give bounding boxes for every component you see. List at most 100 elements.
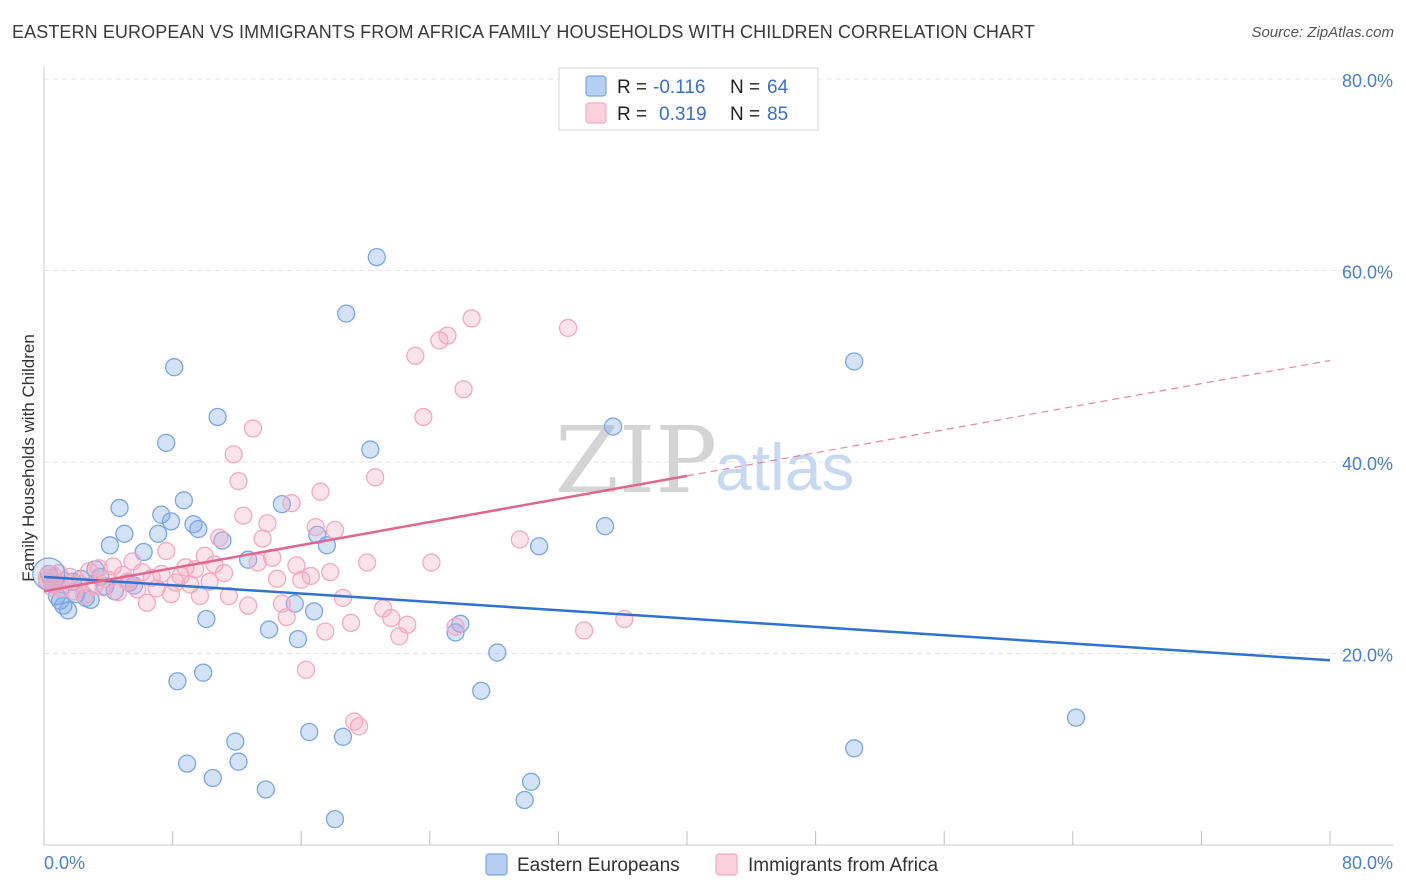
point-immigrants-africa: [200, 572, 219, 591]
legend-n-value-eastern: 64: [767, 77, 789, 98]
point-immigrants-africa: [414, 407, 433, 427]
point-eastern-europeans: [110, 498, 129, 518]
point-immigrants-africa: [277, 607, 296, 627]
point-immigrants-africa: [282, 494, 301, 513]
point-immigrants-africa: [341, 613, 361, 633]
point-immigrants-africa: [438, 326, 457, 345]
point-immigrants-africa: [311, 482, 330, 501]
y-tick-label: 40.0%: [1342, 454, 1393, 474]
point-eastern-europeans: [521, 772, 541, 791]
point-immigrants-africa: [558, 318, 578, 338]
point-immigrants-africa: [574, 621, 594, 640]
point-eastern-europeans: [148, 524, 168, 543]
point-immigrants-africa: [219, 586, 239, 606]
point-eastern-europeans: [157, 433, 176, 453]
point-immigrants-africa: [382, 608, 401, 628]
source-label: Source: ZipAtlas.com: [1251, 24, 1394, 41]
point-immigrants-africa: [398, 615, 417, 634]
point-eastern-europeans: [845, 739, 864, 758]
point-eastern-europeans: [197, 609, 216, 629]
point-immigrants-africa: [454, 380, 473, 399]
point-immigrants-africa: [316, 622, 335, 641]
trend-line-eastern-europeans: [43, 575, 1331, 662]
point-eastern-europeans: [603, 417, 623, 436]
point-immigrants-africa: [462, 309, 481, 328]
point-immigrants-africa: [422, 553, 441, 572]
point-immigrants-africa: [137, 593, 157, 612]
legend-swatch-eastern-europeans: [585, 75, 607, 97]
trend-line-immigrants-africa-extrapolated: [686, 359, 1331, 477]
trend-lines: [43, 359, 1331, 662]
point-immigrants-africa: [224, 445, 243, 464]
point-eastern-europeans: [177, 754, 197, 773]
point-immigrants-africa: [357, 553, 377, 572]
point-immigrants-africa: [234, 506, 253, 525]
point-eastern-europeans: [361, 440, 380, 459]
point-eastern-europeans: [300, 722, 319, 742]
point-immigrants-africa: [253, 529, 272, 548]
point-eastern-europeans: [446, 623, 465, 642]
point-immigrants-africa: [320, 562, 340, 582]
point-immigrants-africa: [258, 514, 277, 533]
point-eastern-europeans: [529, 537, 549, 556]
point-immigrants-africa: [292, 570, 311, 589]
point-immigrants-africa: [190, 586, 210, 606]
chart-title: EASTERN EUROPEAN VS IMMIGRANTS FROM AFRI…: [12, 22, 1035, 42]
point-eastern-europeans: [229, 752, 248, 771]
point-eastern-europeans: [333, 727, 353, 746]
y-tick-label: 80.0%: [1342, 71, 1393, 91]
bottom-legend-label-immigrants-africa: Immigrants from Africa: [748, 855, 938, 876]
point-eastern-europeans: [152, 505, 171, 524]
y-axis-title: Family Households with Children: [19, 334, 38, 582]
point-eastern-europeans: [259, 620, 279, 639]
legend-r-label-eastern: R =: [617, 77, 647, 98]
point-immigrants-africa: [128, 580, 147, 599]
series-legend: Eastern Europeans Immigrants from Africa: [485, 853, 938, 876]
legend-r-value-africa: 0.319: [659, 104, 707, 125]
point-eastern-europeans: [488, 643, 507, 662]
point-eastern-europeans: [367, 247, 386, 267]
point-immigrants-africa: [229, 471, 248, 491]
watermark: ZIP atlas: [555, 407, 854, 514]
point-eastern-europeans: [58, 601, 78, 620]
point-eastern-europeans: [472, 681, 491, 700]
y-tick-label: 60.0%: [1342, 263, 1393, 283]
point-immigrants-africa: [239, 596, 258, 615]
point-eastern-europeans: [165, 358, 184, 377]
legend-n-value-africa: 85: [767, 104, 788, 125]
point-eastern-europeans: [168, 672, 187, 691]
point-eastern-europeans: [304, 602, 324, 621]
point-eastern-europeans: [161, 512, 181, 531]
legend-r-value-eastern: -0.116: [653, 77, 705, 98]
y-tick-labels: 20.0% 40.0% 60.0% 80.0%: [1342, 71, 1393, 666]
trend-line-immigrants-africa: [43, 474, 688, 593]
point-eastern-europeans: [213, 531, 232, 550]
scatter-points: [32, 247, 1086, 829]
point-eastern-europeans: [226, 732, 245, 751]
point-eastern-europeans: [515, 790, 534, 810]
point-immigrants-africa: [446, 617, 465, 636]
point-eastern-europeans: [256, 780, 275, 799]
point-eastern-europeans: [1066, 708, 1086, 727]
point-immigrants-africa: [267, 569, 287, 588]
bottom-legend-swatch-immigrants-africa: [715, 853, 738, 876]
point-immigrants-africa: [214, 563, 234, 583]
point-eastern-europeans: [174, 491, 194, 510]
point-eastern-europeans: [193, 663, 213, 682]
point-immigrants-africa: [510, 530, 529, 549]
point-immigrants-africa: [333, 588, 353, 608]
bottom-legend-swatch-eastern-europeans: [485, 853, 508, 876]
point-immigrants-africa: [301, 566, 320, 586]
point-eastern-europeans: [285, 594, 304, 613]
point-immigrants-africa: [306, 517, 325, 537]
x-tick-label-min: 0.0%: [44, 853, 85, 873]
point-immigrants-africa: [157, 541, 176, 561]
point-immigrants-africa: [365, 468, 385, 487]
point-immigrants-africa: [345, 712, 364, 731]
y-tick-label: 20.0%: [1342, 646, 1393, 666]
point-eastern-europeans: [451, 614, 470, 633]
point-eastern-europeans: [189, 519, 208, 539]
legend-n-label-africa: N =: [730, 104, 760, 125]
axes: [43, 67, 1393, 846]
